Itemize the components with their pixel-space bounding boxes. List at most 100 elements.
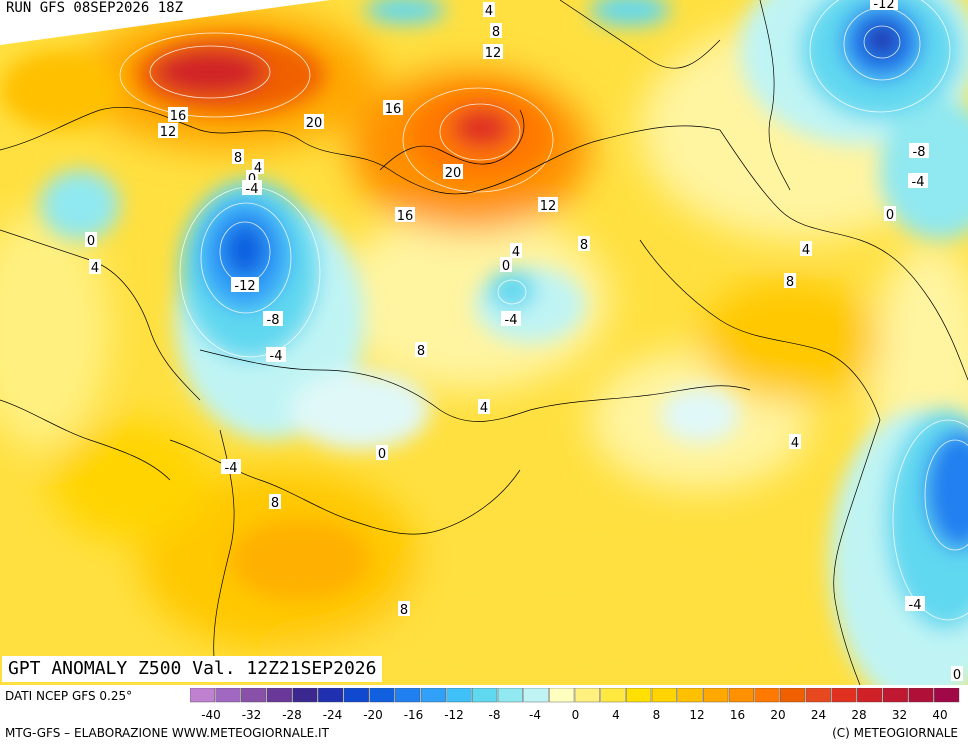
- contour-label-bg: [483, 44, 503, 59]
- contour-label-bg: [951, 666, 963, 681]
- contour-lines: [119, 0, 968, 621]
- contour-label-bg: [578, 236, 590, 251]
- colorbar-swatch: [780, 688, 806, 703]
- contour-label-bg: [168, 107, 188, 122]
- contour-label-bg: [870, 0, 898, 10]
- contour-label-bg: [789, 434, 801, 449]
- contour-label-bg: [905, 596, 925, 611]
- colorbar-swatch: [446, 688, 472, 703]
- colorbar-swatch: [523, 688, 549, 703]
- contour-label-bg: [221, 459, 241, 474]
- contour-label-bg: [395, 207, 415, 222]
- colorbar-swatch: [908, 688, 934, 703]
- contour-label: 4: [480, 401, 488, 416]
- colorbar-swatch: [292, 688, 318, 703]
- map-title: GPT ANOMALY Z500 Val. 12Z21SEP2026: [2, 656, 383, 682]
- contour-label-bg: [85, 232, 97, 247]
- colorbar-swatch: [934, 688, 960, 703]
- contour-label: 4: [802, 243, 810, 258]
- contour-label-bg: [383, 100, 403, 115]
- contour-label-bg: [231, 277, 259, 292]
- colorbar-tick-label: 32: [892, 708, 907, 722]
- contour-label: 4: [791, 436, 799, 451]
- colorbar-swatch: [882, 688, 908, 703]
- colorbar-tick-label: 28: [851, 708, 866, 722]
- contour-label-bg: [478, 399, 490, 414]
- colorbar-swatch: [805, 688, 831, 703]
- colorbar-swatch: [266, 688, 292, 703]
- colorbar-tick-label: -28: [282, 708, 302, 722]
- colorbar-tick-label: -32: [242, 708, 262, 722]
- contour-label: 8: [271, 496, 279, 511]
- anomaly-field: [0, 0, 968, 685]
- contour-label: 0: [378, 447, 386, 462]
- contour-label: -4: [270, 349, 283, 364]
- colorbar-swatch: [754, 688, 780, 703]
- colorbar-tick-label: 16: [730, 708, 745, 722]
- colorbar-swatch: [369, 688, 395, 703]
- contour-label: 0: [248, 172, 256, 187]
- colorbar-swatch: [343, 688, 369, 703]
- colorbar-swatch: [190, 688, 215, 703]
- colorbar-tick-label: 24: [811, 708, 826, 722]
- colorbar-tick-label: -12: [444, 708, 464, 722]
- contour-label: 0: [953, 668, 961, 683]
- contour-label: 8: [234, 151, 242, 166]
- contour-label-bg: [483, 2, 495, 17]
- contour-label-bg: [501, 311, 521, 326]
- colorbar-tick-label: -40: [201, 708, 221, 722]
- colorbar-tick-label: -4: [529, 708, 541, 722]
- contour-label: 8: [786, 275, 794, 290]
- contour-label: 4: [254, 161, 262, 176]
- colorbar-tick-label: 0: [572, 708, 580, 722]
- contour-label-bg: [376, 445, 388, 460]
- colorbar-tick-label: -8: [489, 708, 501, 722]
- contour-label: 12: [160, 125, 177, 140]
- colorbar-swatch: [395, 688, 421, 703]
- colorbar-swatch: [831, 688, 857, 703]
- contour-label: 4: [512, 245, 520, 260]
- contour-label-bg: [232, 149, 244, 164]
- contour-label: 0: [502, 259, 510, 274]
- contour-label: -12: [234, 279, 255, 294]
- contour-label: 8: [417, 344, 425, 359]
- colorbar-swatch: [677, 688, 703, 703]
- contour-label-bg: [415, 342, 427, 357]
- contour-label: 0: [886, 208, 894, 223]
- colorbar-swatch: [318, 688, 344, 703]
- colorbar-swatch: [600, 688, 626, 703]
- run-label: RUN GFS 08SEP2026 18Z: [4, 0, 189, 17]
- colorbar-swatch: [215, 688, 241, 703]
- contour-label: 16: [397, 209, 414, 224]
- contour-label-bg: [909, 143, 929, 158]
- anomaly-map: 4812-1216122016840-4201612840-404-12-8-4…: [0, 0, 968, 685]
- contour-label: 20: [445, 166, 462, 181]
- coastlines: [0, 0, 968, 685]
- colorbar-swatch: [549, 688, 575, 703]
- credit-right: (C) METEOGIORNALE: [832, 726, 958, 740]
- contour-label: 20: [306, 116, 323, 131]
- contour-labels: 4812-1216122016840-4201612840-404-12-8-4…: [85, 0, 963, 683]
- colorbar-tick-label: -16: [404, 708, 424, 722]
- contour-label: -12: [873, 0, 894, 12]
- contour-label-bg: [500, 257, 512, 272]
- contour-label-bg: [89, 259, 101, 274]
- contour-label: -8: [267, 313, 280, 328]
- contour-label: 8: [400, 603, 408, 618]
- contour-label: -4: [505, 313, 518, 328]
- contour-label: 12: [540, 199, 557, 214]
- colorbar-tick-label: 8: [653, 708, 661, 722]
- contour-label: 12: [485, 46, 502, 61]
- colorbar-swatch: [472, 688, 498, 703]
- contour-label: -4: [246, 182, 259, 197]
- contour-label: -4: [912, 175, 925, 190]
- contour-label-bg: [263, 311, 283, 326]
- contour-label-bg: [884, 206, 896, 221]
- colorbar-swatch: [728, 688, 754, 703]
- contour-label-bg: [490, 23, 502, 38]
- colorbar-swatch: [626, 688, 652, 703]
- contour-label: 16: [385, 102, 402, 117]
- contour-label: 8: [492, 25, 500, 40]
- colorbar-swatch: [241, 688, 267, 703]
- colorbar-swatch: [651, 688, 677, 703]
